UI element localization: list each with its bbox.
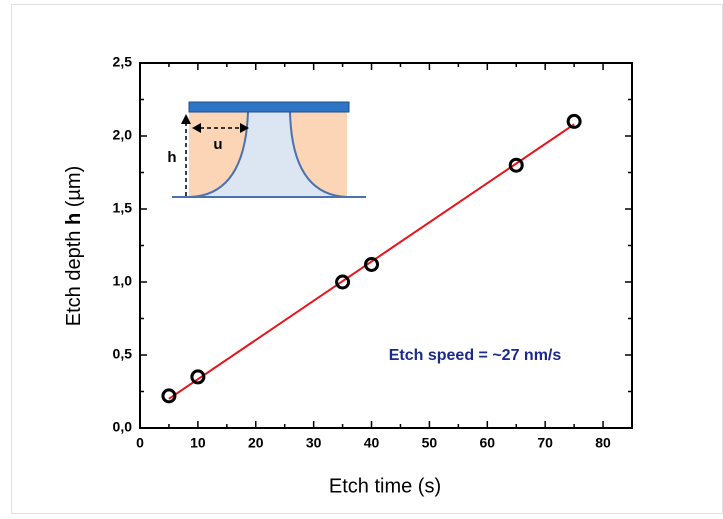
y-tick-label: 0,5 [113, 346, 133, 362]
plot-frame [139, 62, 633, 429]
annotation: Etch speed = ~27 nm/s [389, 347, 562, 364]
y-axis-title-part: Etch depth [63, 225, 85, 326]
inset-diagram: h u [167, 101, 366, 198]
y-tick-label: 2,0 [113, 127, 133, 143]
x-tick-label: 60 [480, 435, 496, 451]
data-point [364, 256, 380, 272]
y-tick-label: 1,5 [113, 200, 133, 216]
y-axis-title-part: h [63, 213, 85, 225]
fit-line [168, 123, 575, 400]
y-tick-label: 0,0 [113, 419, 133, 435]
y-tick-label: 2,5 [113, 54, 133, 70]
y-axis-title-part: (µm) [63, 166, 85, 213]
data-point [161, 388, 177, 404]
data-point [508, 157, 524, 173]
inset-etch [190, 112, 347, 197]
inset-label: u [213, 136, 222, 153]
inset-arrowhead [181, 114, 191, 124]
x-axis-title: Etch time (s) [329, 475, 441, 497]
x-tick-label: 70 [537, 435, 553, 451]
inset-mask-left [189, 112, 248, 197]
inset-label: h [167, 149, 176, 166]
x-tick-label: 50 [422, 435, 438, 451]
y-tick-label: 1,0 [113, 273, 133, 289]
inset-mask-right [290, 112, 347, 197]
inset-mask [188, 101, 350, 113]
y-axis-title: Etch depth h (µm) [63, 166, 85, 326]
data-point [190, 369, 206, 385]
data-point [566, 113, 582, 129]
x-tick-label: 30 [306, 435, 322, 451]
x-tick-label: 40 [364, 435, 380, 451]
data-point [335, 274, 351, 290]
x-tick-label: 80 [595, 435, 611, 451]
x-tick-label: 0 [136, 435, 144, 451]
x-tick-label: 20 [248, 435, 264, 451]
x-tick-label: 10 [190, 435, 206, 451]
